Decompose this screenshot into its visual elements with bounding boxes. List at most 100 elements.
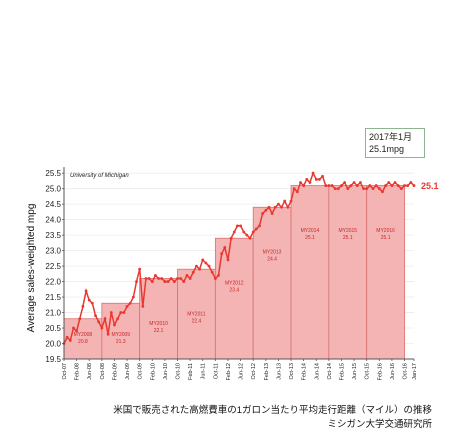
model-year-value: 23.4 bbox=[229, 288, 239, 294]
mpg-point bbox=[406, 184, 410, 187]
x-tick-label: Feb-11 bbox=[188, 363, 194, 380]
y-tick-label: 22.0 bbox=[45, 278, 61, 287]
mpg-point bbox=[254, 227, 258, 231]
mpg-point bbox=[226, 258, 230, 262]
caption-source: ミシガン大学交通研究所 bbox=[327, 419, 432, 430]
mpg-point bbox=[154, 273, 157, 277]
mpg-point bbox=[371, 187, 375, 191]
mpg-point bbox=[198, 267, 201, 271]
mpg-point bbox=[236, 224, 239, 228]
mpg-point bbox=[277, 202, 280, 206]
mpg-point bbox=[267, 205, 271, 209]
mpg-point bbox=[217, 273, 220, 277]
mpg-point bbox=[396, 184, 400, 187]
mpg-point bbox=[78, 317, 82, 321]
model-year-label: MY2013 bbox=[263, 250, 282, 256]
callout-box: 2017年1月 25.1mpg bbox=[365, 128, 425, 158]
y-tick-label: 25.0 bbox=[45, 185, 61, 194]
mpg-point bbox=[75, 329, 79, 333]
model-year-label: MY2011 bbox=[187, 312, 205, 318]
mpg-point bbox=[412, 184, 416, 187]
mpg-point bbox=[72, 326, 75, 330]
x-tick-label: Jun-12 bbox=[239, 363, 245, 380]
mpg-point bbox=[248, 236, 252, 240]
mpg-point bbox=[362, 187, 365, 191]
x-tick-label: Feb-08 bbox=[75, 363, 81, 380]
x-tick-label: Oct-12 bbox=[251, 363, 257, 380]
x-tick-label: Feb-10 bbox=[150, 363, 156, 380]
mpg-point bbox=[286, 205, 290, 209]
callout-date: 2017年1月 bbox=[369, 132, 413, 142]
mpg-point bbox=[119, 311, 123, 314]
mpg-point bbox=[355, 184, 359, 187]
mpg-point bbox=[172, 280, 176, 283]
mpg-point bbox=[349, 184, 353, 187]
model-year-bar bbox=[139, 278, 178, 360]
mpg-point bbox=[318, 177, 321, 181]
mpg-point bbox=[273, 205, 277, 209]
mpg-point bbox=[403, 184, 406, 187]
y-tick-label: 23.0 bbox=[45, 247, 61, 256]
mpg-series bbox=[62, 171, 416, 345]
mpg-point bbox=[195, 264, 198, 268]
mpg-point bbox=[125, 304, 129, 308]
mpg-point bbox=[113, 323, 116, 327]
x-tick-label: Oct-16 bbox=[403, 363, 409, 380]
x-tick-label: Feb-13 bbox=[264, 363, 270, 380]
mpg-point bbox=[210, 270, 214, 274]
model-year-bar bbox=[366, 185, 405, 360]
model-year-value: 22.1 bbox=[154, 328, 164, 334]
x-tick-label: Oct-09 bbox=[138, 363, 144, 380]
mpg-point bbox=[138, 267, 142, 271]
latest-value-label: 25.1 bbox=[421, 181, 439, 191]
mpg-point bbox=[330, 184, 334, 187]
model-year-value: 20.8 bbox=[78, 339, 88, 345]
mpg-point bbox=[352, 181, 356, 184]
x-tick-label: Feb-12 bbox=[226, 363, 232, 380]
mpg-point bbox=[399, 187, 403, 191]
mpg-point bbox=[90, 301, 94, 305]
mpg-point bbox=[87, 298, 91, 302]
x-tick-label: Jun-13 bbox=[276, 363, 282, 380]
model-year-value: 21.3 bbox=[116, 339, 126, 345]
mpg-point bbox=[100, 326, 104, 330]
mpg-point bbox=[176, 277, 179, 280]
y-tick-label: 25.5 bbox=[45, 169, 61, 178]
y-tick-label: 20.0 bbox=[45, 340, 61, 349]
x-tick-label: Jun-10 bbox=[163, 363, 169, 380]
mpg-point bbox=[109, 311, 113, 314]
model-year-label: MY2015 bbox=[338, 228, 357, 234]
mpg-point bbox=[311, 171, 315, 175]
mpg-point bbox=[295, 190, 299, 194]
mpg-point bbox=[264, 208, 268, 212]
mpg-point bbox=[229, 236, 233, 240]
model-year-bar bbox=[252, 206, 292, 360]
model-year-bar bbox=[290, 185, 330, 360]
mpg-point bbox=[97, 320, 101, 324]
mpg-point bbox=[390, 184, 394, 187]
y-tick-label: 23.5 bbox=[45, 231, 61, 240]
mpg-point bbox=[179, 277, 183, 280]
x-tick-label: Oct-15 bbox=[365, 363, 371, 380]
mpg-point bbox=[131, 295, 135, 299]
x-tick-label: Oct-14 bbox=[327, 363, 333, 380]
mpg-point bbox=[213, 277, 217, 280]
mpg-point bbox=[305, 177, 309, 181]
mpg-point bbox=[387, 181, 391, 184]
mpg-point bbox=[122, 311, 126, 314]
x-tick-label: Feb-16 bbox=[377, 363, 383, 380]
x-tick-label: Oct-10 bbox=[176, 363, 182, 380]
mpg-point bbox=[141, 304, 145, 308]
mpg-point bbox=[283, 199, 287, 203]
mpg-point bbox=[343, 181, 347, 184]
y-tick-label: 20.5 bbox=[45, 324, 61, 333]
x-tick-label: Feb-09 bbox=[112, 363, 118, 380]
x-tick-label: Jun-16 bbox=[390, 363, 396, 380]
model-year-label: MY2009 bbox=[111, 332, 130, 338]
mpg-point bbox=[201, 258, 205, 262]
mpg-point bbox=[365, 187, 369, 191]
chart-axes: 19.5 20.0 20.5 21.0 21.5 22.0 22.5 23.0 23.5 24.0… bbox=[45, 167, 418, 380]
mpg-point bbox=[393, 181, 397, 184]
mpg-point bbox=[169, 277, 173, 280]
